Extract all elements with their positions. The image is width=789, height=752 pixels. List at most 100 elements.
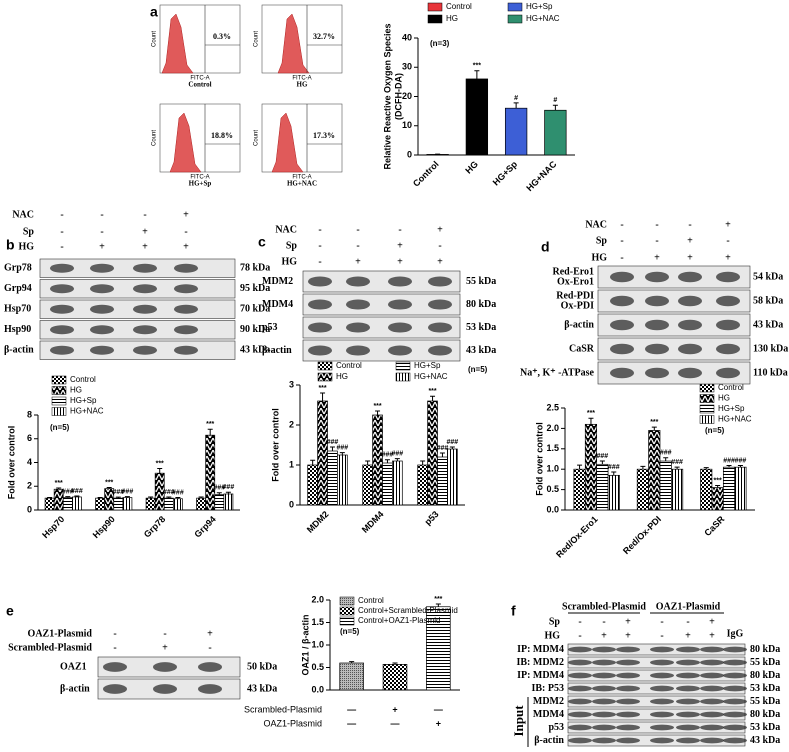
condition-sign: - [184,226,187,237]
blot-band [90,263,114,273]
bar [700,468,713,511]
bar [465,78,489,156]
blot-band [610,319,634,331]
x-tick-label: MDM4 [360,509,386,535]
legend-swatch [51,407,67,416]
blot-band [388,345,412,356]
blot-band [650,659,674,666]
error-bar [166,496,172,499]
band-label: MDM4 [533,709,564,720]
blot-band [676,698,700,705]
error-bar [737,465,743,468]
band-label: IP: MDM4 [517,644,564,655]
bar [382,462,393,506]
x-tick-label: Control [411,159,441,189]
blot-band [388,322,412,333]
blot-band [700,672,724,679]
legend-label: HG [718,394,730,403]
band-label: IP: MDM4 [517,670,564,681]
bar [362,464,373,506]
blot-band [592,698,616,705]
blot-band [133,345,157,355]
blot-band [716,295,740,307]
condition-label: Scrambled-Plasmid [8,642,92,653]
band-label: MDM2 [262,276,293,287]
condition-label: Sp [23,226,35,237]
band-label: p53 [548,722,564,733]
bar [659,460,672,511]
significance: *** [428,388,436,395]
band-size: 110 kDa [753,367,788,378]
blot-band [388,299,412,310]
significance: *** [714,477,722,484]
blot-band [723,659,747,666]
panel-letter: e [6,603,14,619]
error-bar [394,458,400,461]
error-bar [74,495,80,497]
condition-sign: + [142,241,148,252]
bar [734,466,747,511]
blot-band [592,646,616,653]
chart-note: (n=5) [705,426,725,435]
band-size: 53 kDa [750,722,780,733]
blot-band [90,284,114,294]
bar [596,463,609,511]
error-bar [392,662,398,665]
legend-swatch [427,14,443,24]
flow-percent: 17.3% [313,131,335,140]
blot-band [592,737,616,744]
band-label: MDM4 [262,299,293,310]
blot-band [700,646,724,653]
condition-sign: - [655,235,658,246]
legend-swatch [317,361,333,371]
band-label: β-actin [60,683,90,694]
bar [317,400,328,506]
blot-band [133,284,157,294]
y-axis-label: Fold over control [6,426,16,500]
legend-label: HG+Sp [526,2,553,11]
blot-band [678,367,702,379]
legend-swatch [699,404,715,414]
significance: # [514,95,518,102]
y-tick-label: 2.0 [311,594,324,604]
y-axis-label: Fold over control [534,422,544,496]
blot-band [568,659,592,666]
condition-label: NAC [12,209,34,220]
significance: *** [473,63,481,70]
legend-label: Control [70,375,96,384]
chart-note: (n=5) [50,423,70,432]
flow-y-label: Count [152,31,158,47]
significance: *** [434,596,442,603]
band-label: β-actin [564,319,594,330]
blot-band [650,685,674,692]
condition-label: OAZ1-Plasmid [263,718,322,728]
condition-sign: + [687,235,693,246]
y-tick-label: 20 [402,91,412,101]
group-header: Scrambled-Plasmid [562,601,646,612]
blot-band [610,367,634,379]
bar [671,468,684,511]
condition-label: Sp [596,235,608,246]
band-label: CaSR [569,343,595,354]
blot-strip [597,313,751,337]
condition-sign: - [438,240,441,251]
bar [544,109,567,156]
group-label: Input [511,705,526,737]
y-tick-label: 10 [402,120,412,130]
blot-band [723,737,747,744]
bar [504,107,528,156]
condition-sign: - [356,240,359,251]
blot-band [645,367,669,379]
band-label: Hsp70 [4,304,31,315]
band-size: 80 kDa [466,299,496,310]
error-bar [420,460,426,465]
x-tick-label: p53 [423,509,441,527]
y-tick-label: 2.5 [546,402,559,412]
flow-x-label: FITC-A [190,76,209,82]
significance: ### [597,453,609,460]
blot-band [723,711,747,718]
condition-sign: + [625,616,631,627]
blot-band [700,685,724,692]
blot-band [198,662,222,672]
band-label: Na⁺, K⁺ -ATPase [520,367,595,378]
